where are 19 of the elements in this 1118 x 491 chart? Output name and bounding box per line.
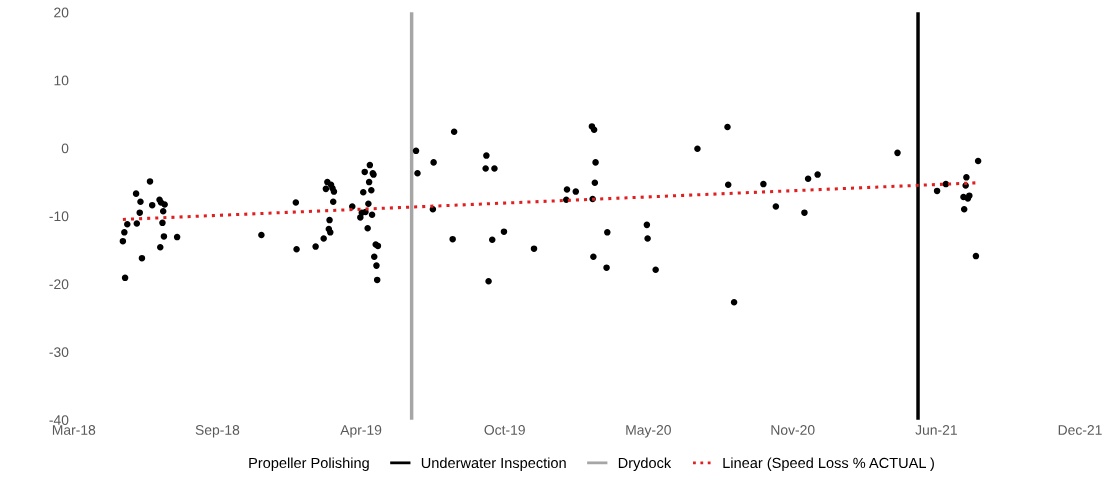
- x-tick-label: Jun-21: [915, 425, 957, 435]
- x-tick-label: May-20: [626, 425, 671, 438]
- y-tick-label: 20: [54, 7, 69, 18]
- x-tick-label: Oct-19: [484, 425, 525, 435]
- y-tick-label: -30: [49, 347, 69, 358]
- x-tick-label: Dec-21: [1058, 425, 1102, 435]
- y-tick-label: -20: [49, 279, 69, 290]
- y-tick-label: -40: [49, 415, 69, 425]
- legend-label: Linear (Speed Loss % ACTUAL ): [723, 457, 934, 471]
- y-tick-label: -10: [49, 211, 69, 222]
- x-tick-label: Apr-19: [340, 425, 382, 438]
- x-tick-label: Mar-18: [52, 425, 96, 435]
- x-tick-label: Sep-18: [195, 425, 240, 438]
- legend-label: Underwater Inspection: [421, 457, 566, 471]
- y-tick-label: 0: [61, 143, 69, 154]
- legend-label: Drydock: [618, 457, 672, 471]
- y-tick-label: 10: [54, 75, 69, 86]
- text: Propeller Polishing: [249, 457, 369, 471]
- x-tick-label: Nov-20: [771, 425, 815, 435]
